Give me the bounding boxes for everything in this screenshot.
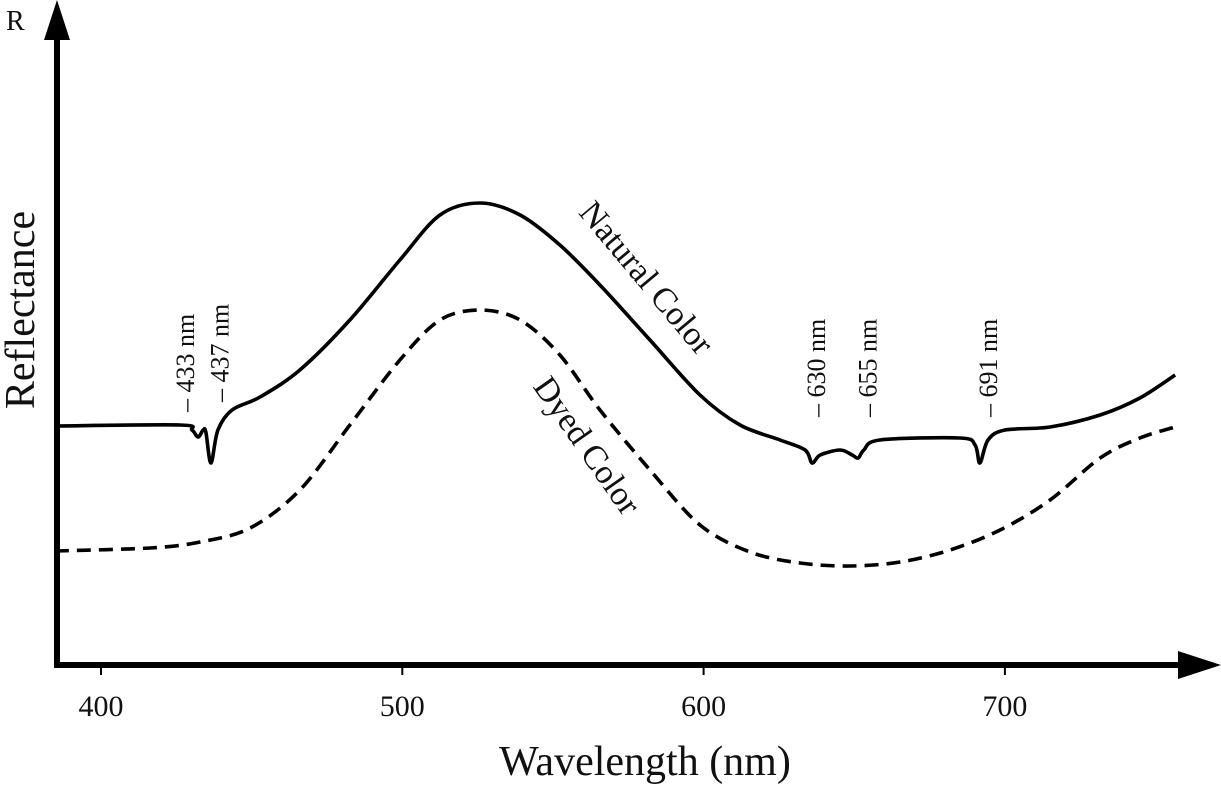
y-axis-symbol: R (6, 6, 25, 37)
wavelength-annotation: – 630 nm (802, 319, 831, 418)
x-tick-label: 400 (79, 690, 124, 723)
wavelength-annotation: – 655 nm (853, 319, 882, 418)
x-axis-label: Wavelength (nm) (499, 739, 791, 785)
x-axis-arrowhead (1178, 651, 1221, 679)
x-tick-label: 600 (681, 690, 726, 723)
annotations: – 433 nm – 437 nm – 630 nm – 655 nm – 691 nm (171, 304, 1003, 418)
x-tick-label: 700 (982, 690, 1027, 723)
curves-layer (54, 201, 1177, 568)
wavelength-annotation: – 691 nm (974, 319, 1003, 418)
y-axis-label: Reflectance (0, 211, 44, 409)
series-line-natural-color (54, 201, 1177, 465)
wavelength-annotation: – 437 nm (206, 304, 235, 403)
axes (44, 0, 1221, 679)
series-line-dyed-color (54, 308, 1176, 568)
y-axis-arrowhead (44, 0, 70, 40)
wavelength-annotation: – 433 nm (171, 314, 200, 413)
x-tick-label: 500 (380, 690, 425, 723)
x-ticks: 400 500 600 700 (79, 665, 1027, 723)
